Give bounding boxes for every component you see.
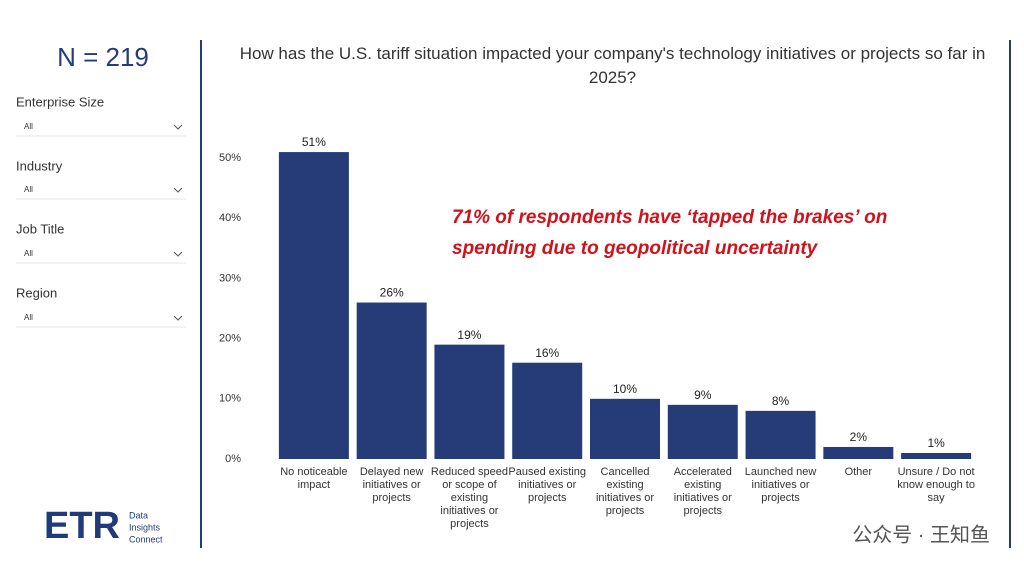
x-tick-label: Paused existing initiatives or projects <box>508 466 587 504</box>
x-tick-label: Cancelled existing initiatives or projec… <box>595 466 655 517</box>
bar <box>512 362 583 459</box>
data-label: 51% <box>302 135 326 149</box>
bar <box>278 152 349 459</box>
chart-title: How has the U.S. tariff situation impact… <box>239 44 986 87</box>
annotation: 71% of respondents have ‘tapped the brak… <box>452 207 888 259</box>
logo-mark: ETR <box>44 505 120 547</box>
filter[interactable]: Region All <box>16 285 186 328</box>
y-tick-label: 10% <box>219 393 241 405</box>
watermark: 公众号 · 王知鱼 <box>852 523 990 546</box>
y-tick-label: 0% <box>225 453 241 465</box>
filter-label: Enterprise Size <box>16 94 104 109</box>
y-tick-label: 40% <box>219 212 241 224</box>
filter-value: All <box>24 185 33 194</box>
logo-line: Connect <box>129 534 163 544</box>
x-tick-label: No noticeable impact <box>280 466 348 491</box>
y-tick-label: 30% <box>219 272 241 284</box>
y-tick-label: 50% <box>219 152 241 164</box>
x-tick-label: Reduced speed or scope of existing initi… <box>430 466 508 530</box>
chevron <box>173 187 183 193</box>
data-label: 10% <box>613 382 637 396</box>
bar <box>590 398 660 459</box>
x-tick-label: Launched new initiatives or projects <box>744 466 817 504</box>
x-tick-label: Accelerated existing initiatives or proj… <box>673 466 732 517</box>
filter-label: Job Title <box>16 221 64 236</box>
chevron <box>173 315 183 321</box>
data-label: 2% <box>850 430 868 444</box>
filter-label: Industry <box>16 158 63 173</box>
bar <box>823 446 894 459</box>
bar <box>356 302 427 459</box>
data-label: 16% <box>535 346 559 360</box>
chevron <box>173 251 183 257</box>
filter-value: All <box>24 122 33 131</box>
filter-label: Region <box>16 285 57 300</box>
data-label: 19% <box>457 328 481 342</box>
bar <box>434 344 505 459</box>
bar <box>745 410 816 459</box>
bar <box>901 452 972 459</box>
filter-value: All <box>24 313 33 322</box>
x-tick-label: Other <box>844 466 873 478</box>
logo-line: Data <box>129 510 148 520</box>
data-label: 26% <box>380 286 404 300</box>
filter-value: All <box>24 249 33 258</box>
data-label: 9% <box>694 388 712 402</box>
filter[interactable]: Enterprise Size All <box>16 94 186 137</box>
bar <box>667 404 738 459</box>
logo-line: Insights <box>129 522 161 532</box>
filter[interactable]: Job Title All <box>16 221 186 264</box>
x-tick-label: Delayed new initiatives or projects <box>359 466 424 504</box>
y-tick-label: 20% <box>219 333 241 345</box>
x-tick-label: Unsure / Do not know enough to say <box>897 466 975 504</box>
chevron <box>173 124 183 130</box>
data-label: 1% <box>927 436 945 450</box>
sample-size: N = 219 <box>57 42 149 72</box>
data-label: 8% <box>772 394 790 408</box>
filter[interactable]: Industry All <box>16 158 186 200</box>
